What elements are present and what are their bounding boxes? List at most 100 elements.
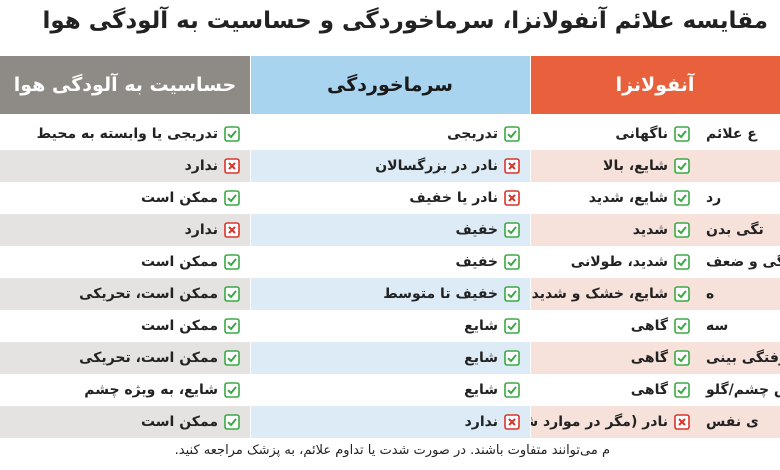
row-label: ه — [700, 278, 780, 310]
table-cell: گاهی — [530, 374, 700, 406]
cell-text: ممکن است — [140, 254, 218, 270]
title: مقایسه علائم آنفولانزا، سرماخوردگی و حسا… — [42, 8, 769, 34]
check-icon — [674, 126, 690, 142]
row-label: ع علائم — [700, 118, 780, 150]
row-label — [700, 150, 780, 182]
check-icon — [504, 222, 520, 238]
table-cell: ندارد — [250, 406, 530, 438]
check-icon — [674, 382, 690, 398]
cell-text: تدریجی یا وابسته به محیط — [36, 126, 218, 142]
table-cell: ممکن است — [0, 310, 250, 342]
check-icon — [674, 350, 690, 366]
table-cell: تدریجی یا وابسته به محیط — [0, 118, 250, 150]
cell-text: ممکن است، تحریکی — [79, 286, 218, 302]
table-cell: نادر در بزرگسالان — [250, 150, 530, 182]
cell-text: شایع، به ویژه چشم — [84, 382, 218, 398]
cross-icon — [504, 414, 520, 430]
table-cell: ممکن است، تحریکی — [0, 278, 250, 310]
cell-text: شایع — [464, 382, 498, 398]
table-cell: نادر (مگر در موارد شدید) — [530, 406, 700, 438]
row-label: تگی بدن — [700, 214, 780, 246]
table-cell: گاهی — [530, 310, 700, 342]
cell-text: خفیف — [455, 254, 498, 270]
table-cell: ندارد — [0, 150, 250, 182]
cross-icon — [674, 414, 690, 430]
table-cell: خفیف تا متوسط — [250, 278, 530, 310]
row-label: ش چشم/گلو — [700, 374, 780, 406]
row-label-text: ی نفس — [706, 414, 759, 430]
row-label-text: ش/گرفتگی بینی — [706, 350, 780, 366]
table-cell: ندارد — [0, 214, 250, 246]
cross-icon — [504, 158, 520, 174]
row-label-text: ع علائم — [706, 126, 757, 142]
cell-text: نادر یا خفیف — [409, 190, 498, 206]
check-icon — [224, 350, 240, 366]
column-header: حساسیت به آلودگی هوا — [0, 56, 250, 114]
row-label-text: ه — [706, 286, 715, 302]
row-label-text: ش چشم/گلو — [706, 382, 780, 398]
table-cell: نادر یا خفیف — [250, 182, 530, 214]
cell-text: تدریجی — [447, 126, 498, 142]
table-cell: ممکن است — [0, 182, 250, 214]
cell-text: خفیف تا متوسط — [383, 286, 498, 302]
column-header: سرماخوردگی — [250, 56, 530, 114]
check-icon — [224, 286, 240, 302]
check-icon — [674, 318, 690, 334]
table-cell: شایع، بالا — [530, 150, 700, 182]
row-label: تگی و ضعف — [700, 246, 780, 278]
cell-text: ندارد — [184, 222, 218, 238]
table-cell: شدید — [530, 214, 700, 246]
cell-text: ناگهانی — [615, 126, 668, 142]
check-icon — [224, 382, 240, 398]
cell-text: شایع — [464, 318, 498, 334]
cell-text: شایع، شدید — [588, 190, 668, 206]
table-cell: گاهی — [530, 342, 700, 374]
cell-text: ممکن است — [140, 414, 218, 430]
table-cell: شدید، طولانی — [530, 246, 700, 278]
table-cell: تدریجی — [250, 118, 530, 150]
check-icon — [224, 254, 240, 270]
check-icon — [674, 254, 690, 270]
cell-text: شایع — [464, 350, 498, 366]
cell-text: نادر در بزرگسالان — [375, 158, 498, 174]
table-cell: شایع، به ویژه چشم — [0, 374, 250, 406]
check-icon — [224, 414, 240, 430]
check-icon — [504, 254, 520, 270]
cell-text: شایع، بالا — [603, 158, 668, 174]
cell-text: ممکن است — [140, 190, 218, 206]
check-icon — [504, 382, 520, 398]
cell-text: ندارد — [184, 158, 218, 174]
footer-note: م می‌توانند متفاوت باشند. در صورت شدت یا… — [174, 443, 610, 458]
table-cell: شایع — [250, 310, 530, 342]
cell-text: شدید، طولانی — [570, 254, 668, 270]
table-cell: خفیف — [250, 246, 530, 278]
check-icon — [504, 318, 520, 334]
cell-text: گاهی — [630, 350, 668, 366]
cell-text: شدید — [632, 222, 668, 238]
check-icon — [224, 190, 240, 206]
check-icon — [674, 190, 690, 206]
row-label-text: تگی بدن — [706, 222, 764, 238]
check-icon — [504, 286, 520, 302]
row-label-text: سه — [706, 318, 729, 334]
row-label: ی نفس — [700, 406, 780, 438]
column-divider — [250, 56, 251, 438]
cell-text: شایع، خشک و شدید — [531, 286, 668, 302]
table-cell: ممکن است، تحریکی — [0, 342, 250, 374]
check-icon — [674, 158, 690, 174]
check-icon — [504, 350, 520, 366]
cell-text: گاهی — [630, 382, 668, 398]
check-icon — [674, 222, 690, 238]
column-header: آنفولانزا — [530, 56, 780, 114]
row-label-text: تگی و ضعف — [706, 254, 780, 270]
table-cell: ممکن است — [0, 406, 250, 438]
check-icon — [224, 318, 240, 334]
row-label: سه — [700, 310, 780, 342]
check-icon — [674, 286, 690, 302]
check-icon — [504, 126, 520, 142]
row-label: رد — [700, 182, 780, 214]
table-cell: خفیف — [250, 214, 530, 246]
row-label: ش/گرفتگی بینی — [700, 342, 780, 374]
cell-text: ندارد — [464, 414, 498, 430]
